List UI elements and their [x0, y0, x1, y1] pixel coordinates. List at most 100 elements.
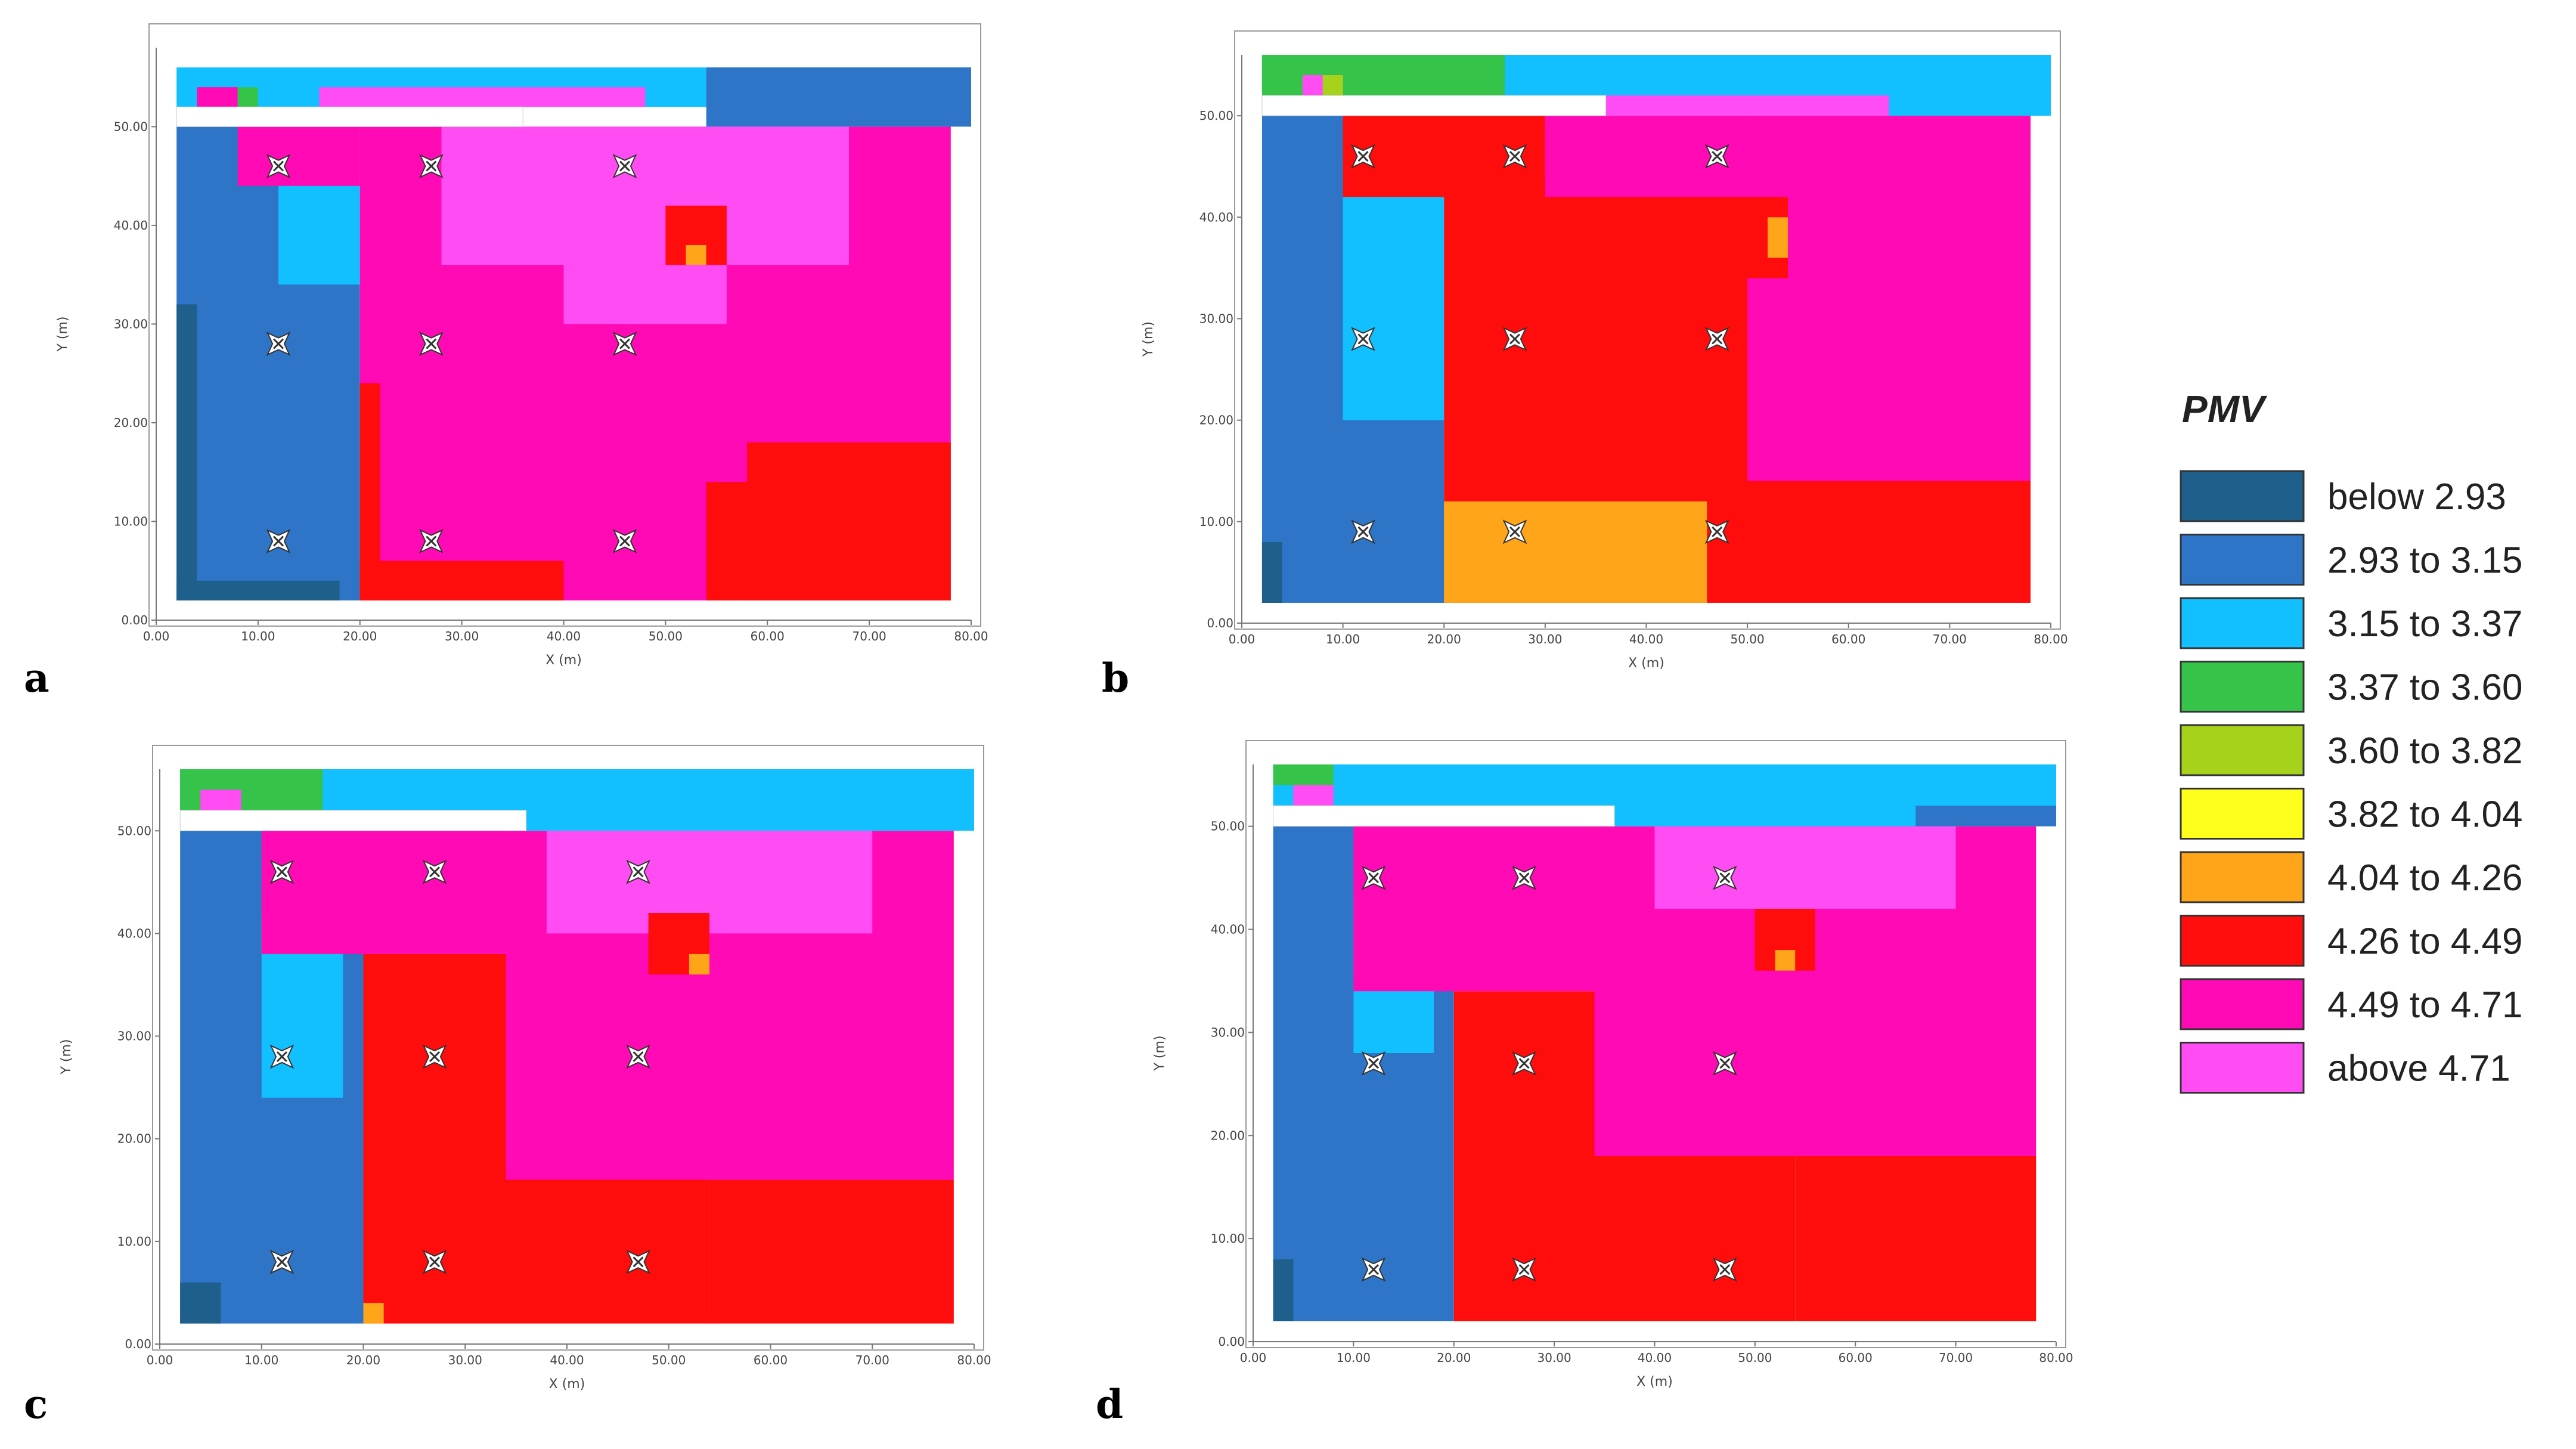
x-tick-label: 20.00 — [346, 1353, 380, 1367]
y-tick-label: 30.00 — [1211, 1025, 1245, 1039]
x-tick-label: 80.00 — [2033, 632, 2067, 646]
sensor-marker — [1351, 519, 1375, 544]
legend-item: 3.82 to 4.04 — [2180, 788, 2523, 840]
y-tick-label: 0.00 — [125, 1337, 151, 1351]
y-tick-label: 40.00 — [117, 926, 151, 940]
pmv-zone — [1768, 217, 1788, 258]
wall-strip — [1273, 805, 1615, 827]
pmv-zone — [689, 953, 710, 975]
legend-swatch — [2180, 470, 2305, 522]
sensor-marker — [1512, 865, 1537, 890]
sensor-cross — [1719, 872, 1731, 884]
pmv-zone — [1654, 826, 1956, 909]
sensor-marker — [1361, 1051, 1386, 1076]
panel-letter-b: b — [1102, 655, 1129, 701]
pmv-zone — [176, 580, 340, 600]
legend-label: 3.37 to 3.60 — [2327, 667, 2523, 708]
sensor-cross — [429, 866, 441, 878]
sensor-cross — [1509, 333, 1521, 345]
sensor-marker — [266, 332, 291, 356]
sensor-marker — [269, 1044, 295, 1069]
sensor-marker — [1704, 519, 1729, 544]
pmv-zone — [319, 87, 646, 107]
sensor-cross — [1509, 151, 1521, 162]
legend-label: 4.26 to 4.49 — [2327, 921, 2523, 962]
x-tick-label: 10.00 — [1326, 632, 1360, 646]
sensor-cross — [1712, 333, 1723, 345]
y-tick-label: 40.00 — [114, 218, 148, 233]
pmv-zone — [278, 185, 360, 285]
x-tick-label: 50.00 — [649, 629, 683, 643]
wall-strip — [1261, 95, 1607, 116]
legend-item: 3.37 to 3.60 — [2180, 661, 2523, 713]
x-axis-label: X (m) — [545, 653, 582, 668]
x-axis-label: X (m) — [549, 1377, 585, 1392]
sensor-cross — [426, 535, 437, 547]
sensor-marker — [1351, 327, 1375, 351]
sensor-marker — [1361, 1257, 1386, 1282]
sensor-cross — [1357, 151, 1369, 162]
y-axis-label: Y (m) — [1152, 1035, 1167, 1071]
y-tick-label: 10.00 — [1211, 1231, 1245, 1246]
pmv-zone — [546, 831, 873, 934]
x-tick-label: 0.00 — [1240, 1351, 1267, 1365]
panel-letter-d: d — [1096, 1381, 1123, 1428]
legend-swatch — [2180, 597, 2305, 649]
pmv-zone — [1261, 55, 1505, 96]
x-tick-label: 70.00 — [1939, 1351, 1973, 1365]
y-tick-label: 40.00 — [1211, 922, 1245, 937]
sensor-marker — [1502, 519, 1527, 544]
legend-label: 4.04 to 4.26 — [2327, 857, 2523, 899]
sensor-marker — [1712, 1051, 1737, 1076]
pmv-zone — [563, 265, 727, 324]
x-tick-label: 0.00 — [1229, 632, 1256, 646]
y-tick-label: 50.00 — [1211, 819, 1245, 834]
x-tick-label: 60.00 — [1839, 1351, 1873, 1365]
x-tick-label: 80.00 — [2039, 1351, 2073, 1365]
legend-swatch — [2180, 915, 2305, 967]
sensor-marker — [1361, 865, 1386, 890]
panel-c: 0.00 10.00 20.00 30.00 40.00 50.00 60.00 70.00 8… — [59, 745, 991, 1392]
y-tick-label: 50.00 — [117, 823, 151, 838]
y-tick-label: 30.00 — [1199, 311, 1233, 326]
sensor-cross — [272, 338, 284, 349]
x-tick-label: 40.00 — [550, 1353, 584, 1367]
sensor-marker — [1704, 327, 1729, 351]
pmv-zone — [180, 1282, 221, 1324]
y-tick-label: 0.00 — [1207, 616, 1233, 630]
sensor-cross — [619, 338, 631, 349]
sensor-marker — [422, 859, 447, 884]
sensor-cross — [272, 160, 284, 172]
x-tick-label: 80.00 — [957, 1353, 991, 1367]
legend-swatch — [2180, 851, 2305, 903]
legend-title: PMV — [2182, 388, 2268, 431]
legend-swatch — [2180, 661, 2305, 713]
legend-label: 3.60 to 3.82 — [2327, 730, 2523, 772]
y-tick-label: 50.00 — [114, 119, 148, 134]
sensor-cross — [1368, 1058, 1380, 1069]
x-axis-label: X (m) — [1636, 1374, 1673, 1389]
y-tick-label: 20.00 — [114, 416, 148, 430]
x-tick-label: 40.00 — [1629, 632, 1663, 646]
legend-swatch — [2180, 534, 2305, 586]
x-axis-label: X (m) — [1628, 656, 1664, 671]
sensor-marker — [269, 1249, 295, 1274]
sensor-marker — [1704, 144, 1729, 169]
sensor-marker — [1712, 865, 1737, 890]
legend-swatch — [2180, 724, 2305, 776]
sensor-cross — [1712, 151, 1723, 162]
sensor-cross — [276, 1256, 287, 1268]
sensor-cross — [1719, 1058, 1731, 1069]
sensor-marker — [266, 154, 291, 179]
sensor-cross — [1712, 526, 1723, 537]
pmv-zone — [1444, 501, 1707, 603]
pmv-panels: 0.00 10.00 20.00 30.00 40.00 50.00 60.00 70.00 8… — [55, 23, 2073, 1392]
x-tick-label: 60.00 — [751, 629, 785, 643]
sensor-marker — [1351, 144, 1375, 169]
y-tick-label: 20.00 — [1211, 1128, 1245, 1143]
x-tick-label: 50.00 — [1730, 632, 1764, 646]
legend-item: 2.93 to 3.15 — [2180, 534, 2523, 586]
x-tick-label: 0.00 — [147, 1353, 173, 1367]
legend-item: 4.26 to 4.49 — [2180, 915, 2523, 967]
